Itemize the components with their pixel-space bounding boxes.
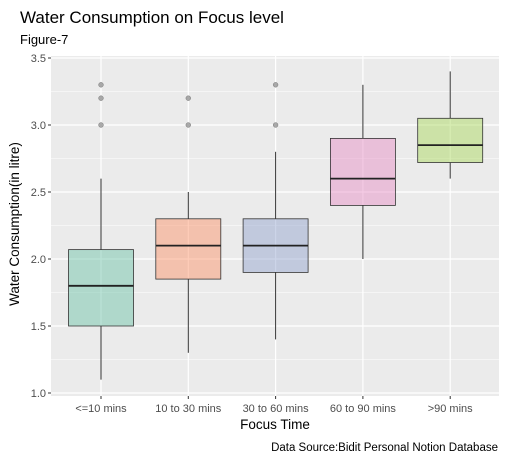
- y-tick-label: 1.5: [31, 321, 46, 333]
- x-axis-title: Focus Time: [240, 417, 310, 432]
- y-tick-label: 3.5: [31, 53, 46, 65]
- x-tick-labels: <=10 mins 10 to 30 mins 30 to 60 mins 60 to…: [75, 396, 473, 415]
- y-tick-label: 3.0: [31, 120, 46, 132]
- y-tick-labels: 1.0 1.5 2.0 2.5 3.0 3.5: [31, 53, 51, 400]
- box-iqr: [418, 118, 483, 162]
- outlier-point: [99, 123, 104, 128]
- box-iqr: [330, 138, 395, 205]
- x-tick-label: 10 to 30 mins: [155, 403, 222, 415]
- chart-subtitle: Figure-7: [20, 32, 68, 47]
- outlier-point: [99, 96, 104, 101]
- y-tick-label: 2.5: [31, 187, 46, 199]
- y-tick-label: 2.0: [31, 254, 46, 266]
- x-tick-label: 60 to 90 mins: [330, 403, 397, 415]
- x-tick-label: 30 to 60 mins: [243, 403, 310, 415]
- chart-caption: Data Source:Bidit Personal Notion Databa…: [271, 442, 498, 454]
- outlier-point: [273, 82, 278, 87]
- y-tick-label: 1.0: [31, 388, 46, 400]
- chart-title: Water Consumption on Focus level: [20, 8, 284, 27]
- box-iqr: [156, 219, 221, 279]
- x-tick-label: >90 mins: [428, 403, 473, 415]
- outlier-point: [186, 96, 191, 101]
- x-tick-label: <=10 mins: [75, 403, 127, 415]
- box-iqr: [69, 250, 134, 326]
- outlier-point: [186, 123, 191, 128]
- y-axis-title: Water Consumption(in litre): [7, 142, 22, 306]
- outlier-point: [99, 82, 104, 87]
- outlier-point: [273, 123, 278, 128]
